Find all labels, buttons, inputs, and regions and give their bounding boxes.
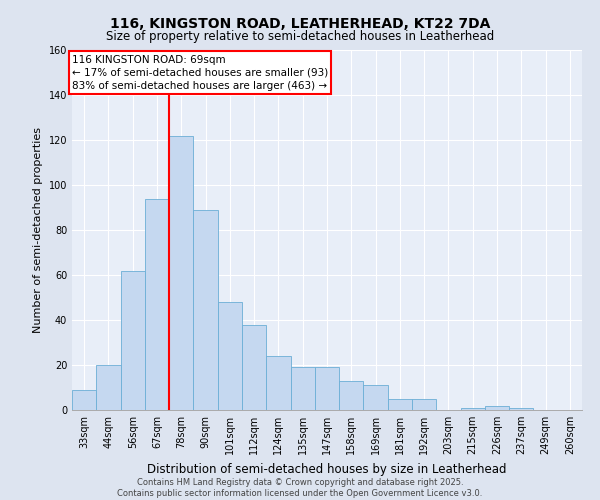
- Bar: [388, 399, 412, 410]
- Text: Contains HM Land Registry data © Crown copyright and database right 2025.
Contai: Contains HM Land Registry data © Crown c…: [118, 478, 482, 498]
- Bar: [339, 381, 364, 410]
- Bar: [96, 365, 121, 410]
- Bar: [121, 270, 145, 410]
- Bar: [485, 406, 509, 410]
- Text: 116, KINGSTON ROAD, LEATHERHEAD, KT22 7DA: 116, KINGSTON ROAD, LEATHERHEAD, KT22 7D…: [110, 18, 490, 32]
- Bar: [193, 210, 218, 410]
- Bar: [509, 408, 533, 410]
- Bar: [72, 390, 96, 410]
- Bar: [169, 136, 193, 410]
- Bar: [364, 385, 388, 410]
- Bar: [461, 408, 485, 410]
- Bar: [290, 367, 315, 410]
- Bar: [145, 198, 169, 410]
- Y-axis label: Number of semi-detached properties: Number of semi-detached properties: [33, 127, 43, 333]
- Bar: [412, 399, 436, 410]
- Bar: [315, 367, 339, 410]
- Bar: [242, 324, 266, 410]
- Text: 116 KINGSTON ROAD: 69sqm
← 17% of semi-detached houses are smaller (93)
83% of s: 116 KINGSTON ROAD: 69sqm ← 17% of semi-d…: [72, 54, 328, 91]
- Bar: [266, 356, 290, 410]
- Bar: [218, 302, 242, 410]
- X-axis label: Distribution of semi-detached houses by size in Leatherhead: Distribution of semi-detached houses by …: [147, 462, 507, 475]
- Text: Size of property relative to semi-detached houses in Leatherhead: Size of property relative to semi-detach…: [106, 30, 494, 43]
